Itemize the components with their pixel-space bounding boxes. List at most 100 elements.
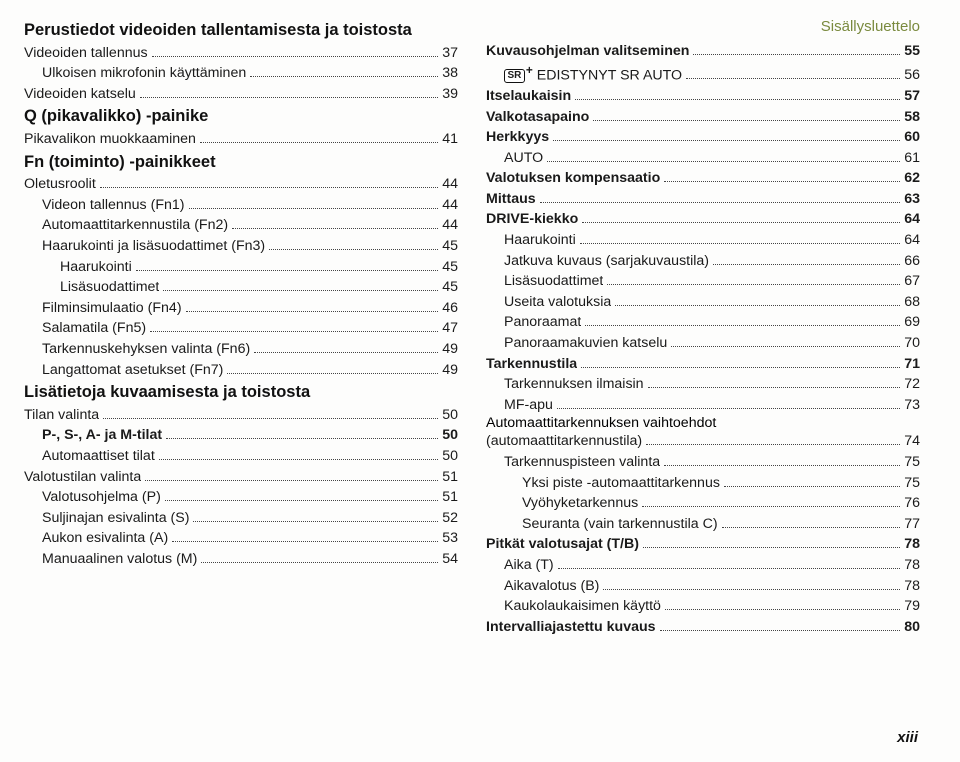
leader-dots [582,222,900,223]
toc-page: 45 [442,257,458,278]
toc-page: 49 [442,360,458,381]
leader-dots [660,630,901,631]
toc-entry: AUTO61 [486,148,920,169]
leader-dots [607,284,900,285]
toc-page: 75 [904,473,920,494]
leader-dots [163,290,438,291]
toc-label: Herkkyys [486,127,549,148]
section-title: Q (pikavalikko) -painike [24,106,458,127]
leader-dots [664,465,900,466]
toc-entry: Automaattitarkennustila (Fn2)44 [24,215,458,236]
toc-entry: Suljinajan esivalinta (S)52 [24,508,458,529]
toc-page: 60 [904,127,920,148]
leader-dots [172,541,438,542]
leader-dots [664,181,900,182]
toc-label: Automaattitarkennustila (Fn2) [42,215,228,236]
toc-label: DRIVE-kiekko [486,209,578,230]
toc-page: 55 [904,41,920,62]
toc-entry: Yksi piste -automaattitarkennus75 [486,473,920,494]
toc-label: Panoraamakuvien katselu [504,333,667,354]
leader-dots [603,589,900,590]
toc-page: 73 [904,395,920,416]
toc-label: Mittaus [486,189,536,210]
toc-page: 50 [442,446,458,467]
leader-dots [150,331,438,332]
toc-label: P-, S-, A- ja M-tilat [42,425,162,446]
toc-label: Itselaukaisin [486,86,571,107]
page-number: xiii [897,729,918,746]
leader-dots [642,506,900,507]
toc-label: Panoraamat [504,312,581,333]
toc-label: Valotustilan valinta [24,467,141,488]
toc-entry: Tarkennuspisteen valinta75 [486,452,920,473]
leader-dots [713,264,900,265]
toc-page: 39 [442,84,458,105]
toc-entry: Jatkuva kuvaus (sarjakuvaustila)66 [486,251,920,272]
toc-entry: Valotustilan valinta51 [24,467,458,488]
toc-page: 41 [442,129,458,150]
toc-label: Intervalliajastettu kuvaus [486,617,656,638]
toc-page: 67 [904,271,920,292]
toc-page: 49 [442,339,458,360]
toc-entry: Automaattiset tilat50 [24,446,458,467]
toc-entry: Aukon esivalinta (A)53 [24,528,458,549]
toc-entry: Intervalliajastettu kuvaus80 [486,617,920,638]
toc-entry: Kaukolaukaisimen käyttö79 [486,596,920,617]
toc-page: 37 [442,43,458,64]
toc-label: Videoiden katselu [24,84,136,105]
toc-label: Valkotasapaino [486,107,589,128]
toc-entry: Tarkennuksen ilmaisin72 [486,374,920,395]
toc-entry: Panoraamakuvien katselu70 [486,333,920,354]
toc-label: Tarkennustila [486,354,577,375]
toc-entry: Valkotasapaino58 [486,107,920,128]
toc-label: Videoiden tallennus [24,43,148,64]
leader-dots [580,243,900,244]
leader-dots [547,161,900,162]
toc-page: 51 [442,487,458,508]
toc-entry: Mittaus63 [486,189,920,210]
toc-page: 47 [442,318,458,339]
toc-label: Useita valotuksia [504,292,611,313]
toc-page: 66 [904,251,920,272]
toc-page: 44 [442,195,458,216]
toc-entry: Haarukointi ja lisäsuodattimet (Fn3)45 [24,236,458,257]
toc-label: AUTO [504,148,543,169]
toc-entry: Haarukointi45 [24,257,458,278]
toc-page: 74 [904,431,920,452]
toc-page: 76 [904,493,920,514]
leader-dots [671,346,900,347]
toc-label: (automaattitarkennustila) [486,431,642,452]
toc-label: Valotusohjelma (P) [42,487,161,508]
leader-dots [250,76,438,77]
leader-dots [254,352,438,353]
toc-page: 54 [442,549,458,570]
leader-dots [581,367,900,368]
leader-dots [152,56,439,57]
toc-entry: Filminsimulaatio (Fn4)46 [24,298,458,319]
left-column: Perustiedot videoiden tallentamisesta ja… [24,18,458,637]
toc-entry: Useita valotuksia68 [486,292,920,313]
leader-dots [558,568,901,569]
toc-entry: Videoiden tallennus 37 [24,43,458,64]
leader-dots [165,500,438,501]
leader-dots [540,202,901,203]
toc-label: Haarukointi ja lisäsuodattimet (Fn3) [42,236,265,257]
leader-dots [724,486,900,487]
toc-entry: MF-apu73 [486,395,920,416]
leader-dots [100,187,438,188]
toc-entry: Ulkoisen mikrofonin käyttäminen38 [24,63,458,84]
leader-dots [140,97,438,98]
toc-label: Tarkennuspisteen valinta [504,452,660,473]
section-title: Fn (toiminto) -painikkeet [24,152,458,173]
toc-entry: Lisäsuodattimet67 [486,271,920,292]
toc-page: 46 [442,298,458,319]
leader-dots [186,311,439,312]
toc-entry: Itselaukaisin57 [486,86,920,107]
leader-dots [166,438,438,439]
leader-dots [159,459,438,460]
leader-dots [585,325,900,326]
toc-entry: Valotusohjelma (P) 51 [24,487,458,508]
sr-icon: SR [504,69,525,83]
leader-dots [232,228,438,229]
section-title: Lisätietoja kuvaamisesta ja toistosta [24,382,458,403]
